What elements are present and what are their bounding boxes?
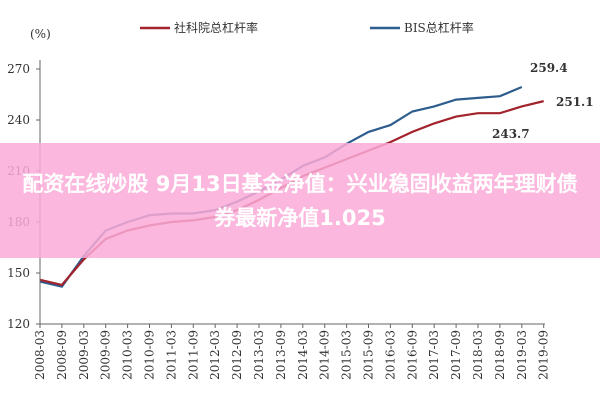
x-tick-label: 2010-03 [121,330,135,380]
x-tick-label: 2013-03 [252,330,266,380]
annotation: 251.1 [556,95,594,109]
x-tick-label: 2011-09 [186,330,200,380]
x-tick-label: 2010-09 [143,330,157,380]
x-tick-label: 2014-03 [296,330,310,380]
legend-label: BIS总杠杆率 [404,20,474,35]
x-tick-label: 2015-09 [362,330,376,380]
x-tick-label: 2013-09 [274,330,288,380]
x-tick-label: 2017-03 [427,330,441,380]
x-tick-label: 2014-09 [318,330,332,380]
legend-label: 社科院总杠杆率 [174,20,258,35]
x-tick-label: 2009-03 [77,330,91,380]
x-tick-label: 2008-03 [33,330,47,380]
x-tick-label: 2016-03 [383,330,397,380]
x-tick-label: 2009-09 [99,330,113,380]
annotation: 259.4 [530,61,568,75]
x-tick-label: 2011-03 [164,330,178,380]
annotation: 243.7 [492,127,530,141]
x-tick-label: 2015-03 [340,330,354,380]
y-axis-unit: (%) [30,27,51,41]
y-tick-label: 150 [7,266,30,280]
x-tick-label: 2012-09 [230,330,244,380]
x-tick-label: 2012-03 [208,330,222,380]
x-tick-label: 2008-09 [55,330,69,380]
y-tick-label: 120 [7,317,30,331]
x-tick-label: 2018-03 [471,330,485,380]
x-tick-label: 2018-09 [493,330,507,380]
x-tick-label: 2019-09 [537,330,551,380]
x-tick-label: 2019-03 [515,330,529,380]
x-tick-label: 2016-09 [405,330,419,380]
banner-text: 配资在线炒股 9月13日基金净值：兴业稳固收益两年理财债券最新净值1.025 [22,171,578,230]
y-tick-label: 270 [7,62,30,76]
x-tick-label: 2017-09 [449,330,463,380]
y-tick-label: 240 [7,113,30,127]
banner: 配资在线炒股 9月13日基金净值：兴业稳固收益两年理财债券最新净值1.025 [0,143,600,258]
